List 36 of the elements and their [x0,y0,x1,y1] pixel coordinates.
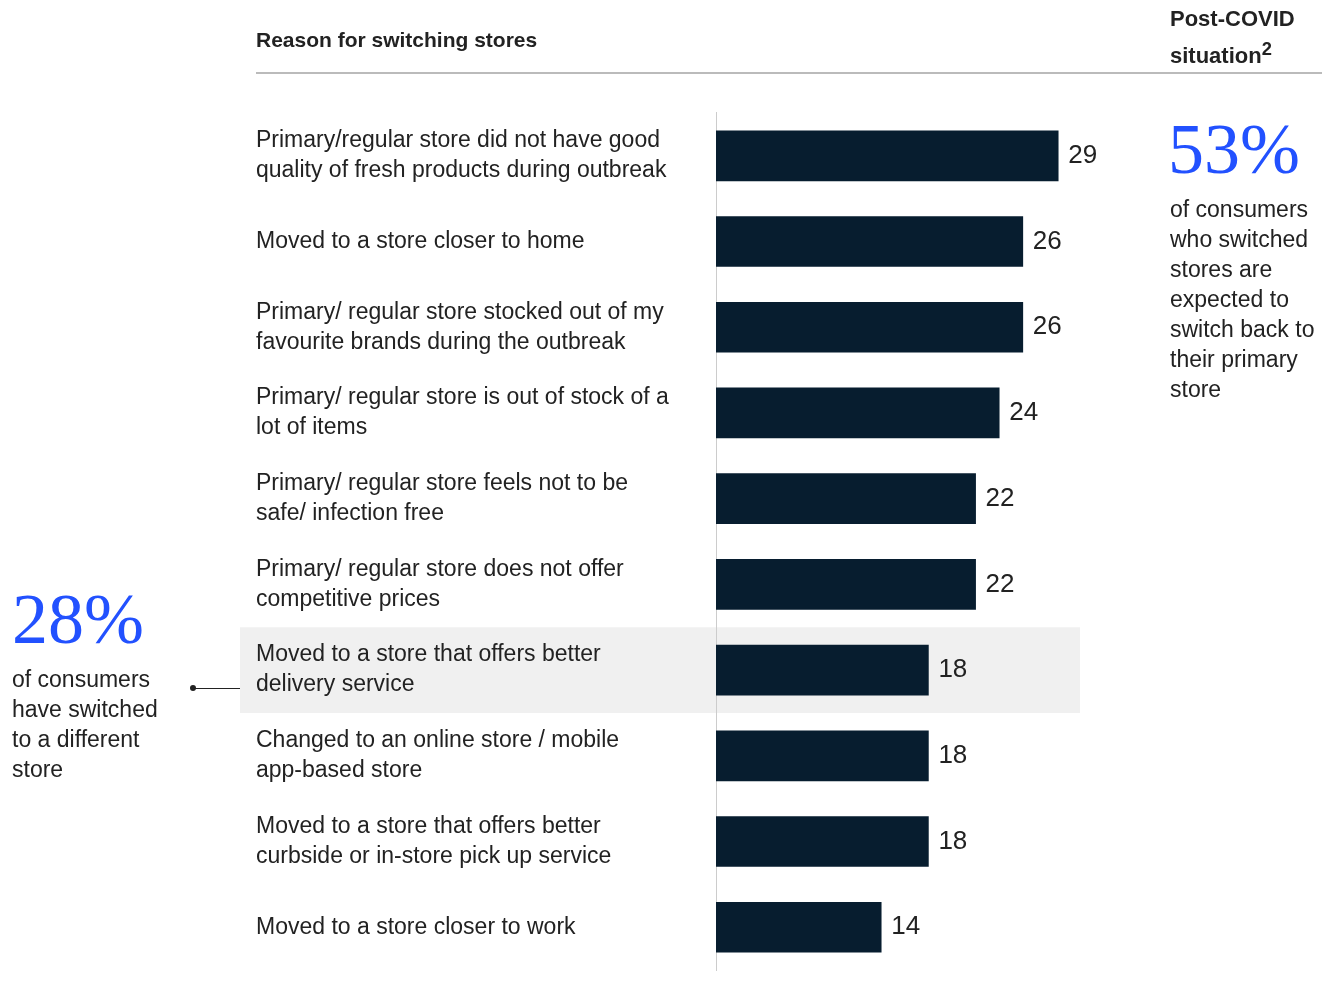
bar [716,559,976,610]
data-label: 24 [1009,396,1039,427]
text: Post-COVID situation$^{2}$ [1170,5,1296,71]
y-tick-label: Moved to a store that offers better curbside or in-store pick up service [256,811,612,868]
y-tick-label: Primary/ regular store stocked out of my favourite brands during the outbreak [256,297,665,354]
data-label: 22 [985,567,1015,598]
bar [716,644,929,696]
bar [716,816,929,867]
bar [716,130,1059,182]
y-tick-label: Primary/ regular store feels not to be safe/ infection free [256,469,628,525]
data-label: 29 [1068,138,1098,169]
text: of consumers have switched to a different store [12,665,159,784]
data-label: 18 [938,738,968,769]
y-tick-label: Primary/ regular store does not offer competitive prices [256,554,625,611]
data-label: 26 [1032,224,1062,255]
y-tick-label: Primary/regular store did not have good quality of fresh products during outbreak [256,126,667,183]
text: Reason for switching stores [256,28,538,52]
data-label: 14 [891,910,921,941]
bar [716,387,1000,439]
bar [716,901,882,953]
data-label: 18 [938,653,968,684]
y-tick-label: Primary/ regular store is out of stock of a lot of items [256,383,670,440]
data-label: 26 [1032,310,1062,341]
data-label: 22 [985,481,1015,512]
y-tick-label: Moved to a store closer to work [256,912,577,939]
y-tick-label: Changed to an online store / mobile app-based store [256,726,620,783]
text: 28% [12,578,144,661]
bar [716,216,1024,267]
data-label: 18 [938,824,968,855]
text: of consumers who switched stores are expected to switch back to their primary store [1170,195,1316,404]
bar [716,473,976,524]
bar [716,730,929,782]
y-tick-label: Moved to a store closer to home [256,226,585,253]
y-tick-label: Moved to a store that offers better delivery service [256,640,602,697]
text: 53% [1168,108,1300,191]
bar [716,301,1024,353]
